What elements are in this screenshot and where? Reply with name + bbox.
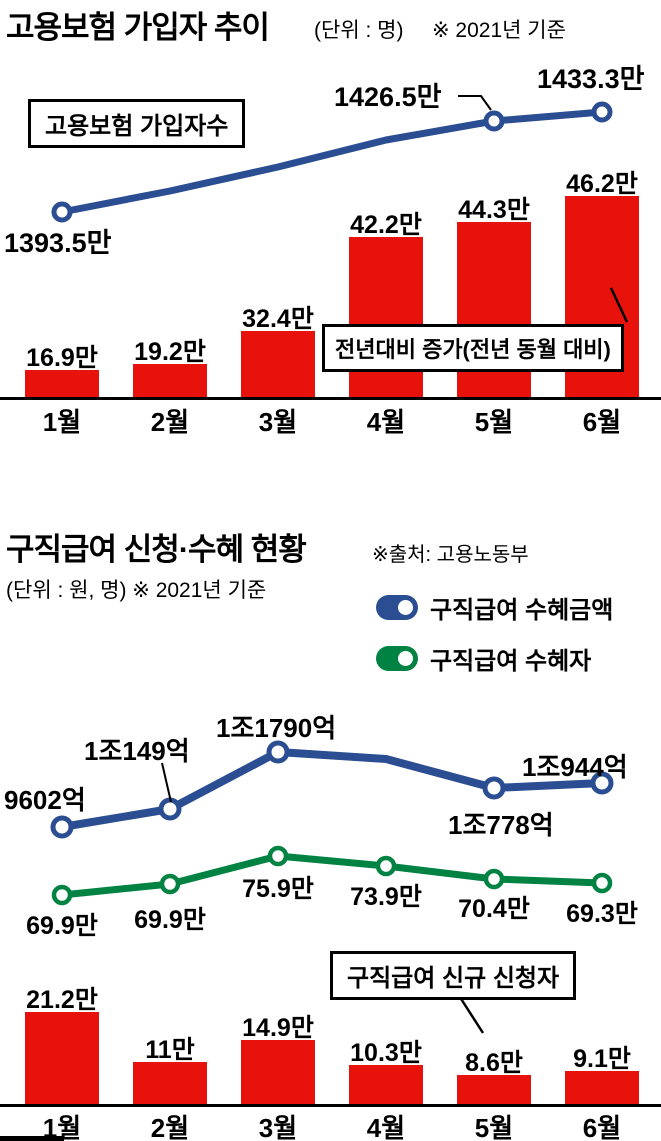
amount-value-label: 1조149억 (84, 736, 190, 766)
amount-value-label: 1조944억 (522, 752, 628, 782)
bar-value-label: 14.9만 (242, 1014, 314, 1042)
month-label: 1월 (42, 1113, 82, 1141)
recipients-value-label: 69.9만 (26, 912, 98, 940)
month-label: 4월 (366, 1113, 406, 1141)
recipients-value-label: 75.9만 (242, 875, 314, 903)
x-axis (0, 397, 661, 400)
bar-value-label: 32.4만 (242, 305, 314, 333)
line-marker (50, 815, 74, 839)
recipients-value-label: 69.3만 (566, 900, 638, 928)
line-marker (483, 110, 505, 132)
month-label: 1월 (42, 407, 82, 437)
yoy-increase-bar (241, 331, 315, 397)
subscribers-series-label-box: 고용보험 가입자수 (28, 99, 246, 148)
yoy-increase-bar (133, 364, 207, 397)
yoy-increase-bar (25, 370, 99, 397)
new-applicants-bar (25, 1012, 99, 1104)
legend-label-benefit-amount: 구직급여 수혜금액 (430, 597, 614, 624)
yoy-increase-bar (349, 237, 423, 397)
pill-dot-icon (398, 600, 413, 615)
bar-value-label: 10.3만 (350, 1039, 422, 1067)
chart2-unit-note: (단위 : 원, 명) ※ 2021년 기준 (6, 579, 267, 602)
month-label: 6월 (582, 1113, 622, 1141)
benefit-amount-line (58, 748, 606, 831)
subscribers-value-label: 1433.3만 (537, 64, 645, 94)
new-applicants-bar (241, 1040, 315, 1104)
x-axis (0, 1104, 661, 1107)
recipients-pill-icon (376, 646, 418, 671)
line-marker (266, 740, 290, 764)
line-marker (158, 797, 182, 821)
line-marker (483, 868, 505, 890)
line-marker (51, 201, 73, 223)
bar-value-label: 19.2만 (134, 338, 206, 366)
new-applicants-bar (565, 1071, 639, 1104)
amount-value-label: 1조1790억 (216, 713, 337, 743)
line-marker (267, 845, 289, 867)
amount-value-label: 1조778억 (448, 810, 554, 840)
legend-label-recipients: 구직급여 수혜자 (430, 648, 592, 675)
bar-value-label: 11만 (145, 1036, 195, 1064)
bar-value-label: 8.6만 (465, 1049, 523, 1077)
line-marker (51, 884, 73, 906)
chart1-basis-note: ※ 2021년 기준 (432, 19, 566, 42)
bar-value-label: 9.1만 (573, 1045, 631, 1073)
bar-value-label: 16.9만 (26, 344, 98, 372)
legend: 구직급여 수혜금액 구직급여 수혜자 (376, 590, 613, 676)
recipients-value-label: 70.4만 (458, 895, 530, 923)
line-marker (591, 101, 613, 123)
subscribers-value-label: 1393.5만 (4, 228, 112, 258)
line-marker (482, 776, 506, 800)
box-pointer (609, 287, 629, 323)
legend-item-benefit-amount: 구직급여 수혜금액 (376, 590, 613, 625)
label-connector (458, 95, 492, 111)
recipients-value-label: 73.9만 (350, 883, 422, 911)
bar-value-label: 21.2만 (26, 986, 98, 1014)
pill-dot-icon (398, 651, 413, 666)
new-applicants-label-box: 구직급여 신규 신청자 (330, 951, 577, 1000)
month-label: 6월 (582, 407, 622, 437)
subscribers-value-label: 1426.5만 (334, 82, 442, 112)
month-label: 2월 (150, 407, 190, 437)
recipients-value-label: 69.9만 (134, 906, 206, 934)
line-marker (590, 771, 614, 795)
chart1-unit-note: (단위 : 명) (314, 19, 404, 42)
chart2-source-note: ※출처: 고용노동부 (372, 544, 529, 566)
month-label: 2월 (150, 1113, 190, 1141)
month-label: 4월 (366, 407, 406, 437)
subscribers-line (58, 108, 606, 216)
recipients-line (58, 852, 606, 899)
chart1-title: 고용보험 가입자 추이 (6, 10, 270, 45)
yoy-increase-label-box: 전년대비 증가(전년 동월 대비) (322, 324, 624, 372)
new-applicants-bar (133, 1062, 207, 1104)
amount-value-label: 9602억 (4, 785, 86, 815)
bar-value-label: 44.3만 (458, 196, 530, 224)
bar-value-label: 46.2만 (566, 170, 638, 198)
month-label: 5월 (474, 1113, 514, 1141)
new-applicants-bar (349, 1065, 423, 1104)
new-applicants-bar (457, 1075, 531, 1104)
legend-item-recipients: 구직급여 수혜자 (376, 641, 613, 676)
month-label: 3월 (258, 407, 298, 437)
month-label: 5월 (474, 407, 514, 437)
bar-value-label: 42.2만 (350, 211, 422, 239)
line-marker (375, 855, 397, 877)
line-marker (591, 872, 613, 894)
label-connector (161, 762, 172, 803)
line-marker (159, 873, 181, 895)
chart2-title: 구직급여 신청·수혜 현황 (6, 532, 307, 567)
month-label: 3월 (258, 1113, 298, 1141)
bottom-edge-mark (0, 1136, 64, 1141)
benefit-amount-pill-icon (376, 595, 418, 620)
